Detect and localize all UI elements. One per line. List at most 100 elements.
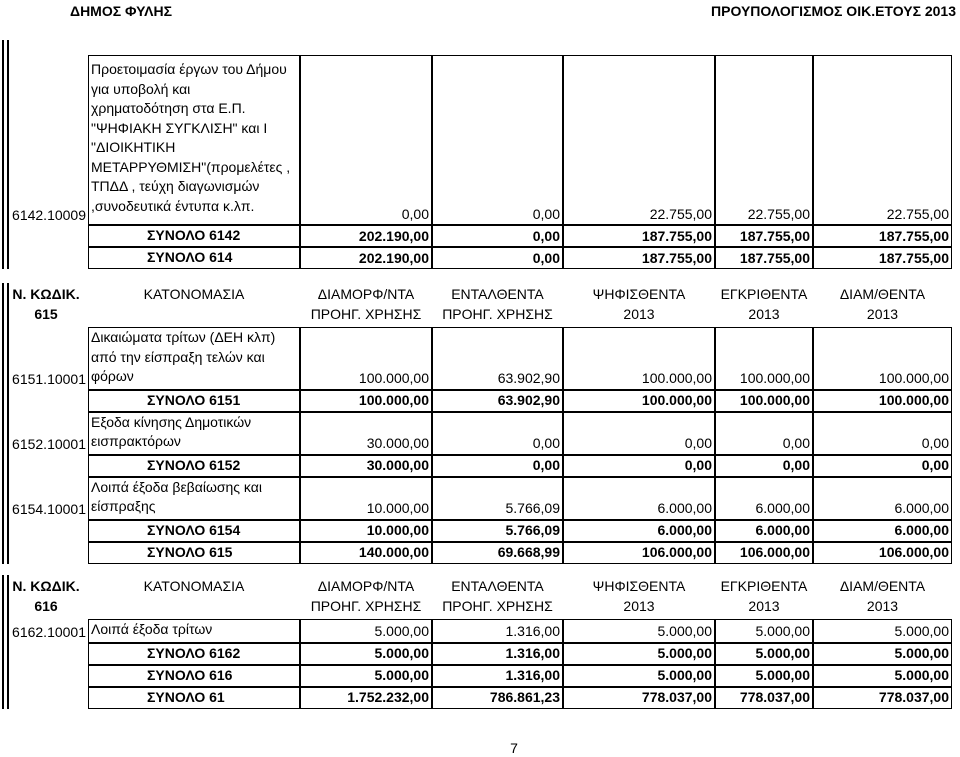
amount: 0,00 (432, 55, 563, 225)
total-amount: 100.000,00 (813, 389, 952, 412)
total-amount: 0,00 (432, 225, 563, 247)
total-amount: 1.316,00 (432, 664, 563, 687)
total-amount: 187.755,00 (715, 225, 813, 247)
column-header: ΚΑΤΟΝΟΜΑΣΙΑ (143, 578, 245, 594)
total-amount: 187.755,00 (813, 225, 952, 247)
page-number: 7 (510, 740, 518, 756)
column-header: 2013 (748, 306, 780, 322)
column-header: ΔΙΑΜΟΡΦ/ΝΤΑ (317, 578, 415, 594)
column-header: 2013 (866, 598, 899, 614)
total-amount: 187.755,00 (813, 247, 952, 269)
total-amount: 0,00 (813, 454, 952, 477)
total-amount: 778.037,00 (813, 686, 952, 709)
column-header: ΠΡΟΗΓ. ΧΡΗΣΗΣ (442, 598, 553, 614)
total-amount: 6.000,00 (563, 519, 715, 542)
column-header: Ν. ΚΩΔΙΚ. (12, 578, 80, 594)
amount: 22.755,00 (813, 55, 952, 225)
column-header: 2013 (623, 306, 655, 322)
item-code: 6154.10001 (12, 501, 86, 517)
total-label: ΣΥΝΟΛΟ 614 (88, 247, 300, 269)
amount: 5.000,00 (563, 619, 715, 643)
total-amount: 187.755,00 (563, 247, 715, 269)
total-amount: 0,00 (432, 247, 563, 269)
total-amount: 5.000,00 (813, 642, 952, 665)
item-code: 6151.10001 (12, 371, 86, 387)
total-amount: 0,00 (563, 454, 715, 477)
column-header: ΠΡΟΗΓ. ΧΡΗΣΗΣ (310, 306, 422, 322)
total-amount: 5.000,00 (563, 642, 715, 665)
total-label: ΣΥΝΟΛΟ 6154 (88, 519, 300, 542)
municipality: ΔΗΜΟΣ ΦΥΛΗΣ (70, 3, 173, 19)
total-amount: 106.000,00 (563, 541, 715, 564)
total-amount: 5.000,00 (813, 664, 952, 687)
total-amount: 778.037,00 (563, 686, 715, 709)
column-header: ΠΡΟΗΓ. ΧΡΗΣΗΣ (310, 598, 422, 614)
column-header: ΚΑΤΟΝΟΜΑΣΙΑ (143, 286, 245, 302)
total-amount: 786.861,23 (432, 686, 563, 709)
amount: 100.000,00 (563, 327, 715, 390)
column-header: ΨΗΦΙΣΘΕΝΤΑ (592, 578, 686, 594)
total-label: ΣΥΝΟΛΟ 615 (88, 541, 300, 564)
total-amount: 100.000,00 (715, 389, 813, 412)
total-amount: 0,00 (715, 454, 813, 477)
amount: 1.316,00 (432, 619, 563, 643)
column-header: 2013 (748, 598, 780, 614)
total-amount: 100.000,00 (300, 389, 432, 412)
item-description: Λοιπά έξοδα βεβαίωσης και είσπραξης (88, 476, 300, 520)
amount: 0,00 (300, 55, 432, 225)
item-code: 6152.10001 (12, 436, 86, 452)
item-description: Λοιπά έξοδα τρίτων (88, 619, 300, 643)
total-label: ΣΥΝΟΛΟ 6151 (88, 389, 300, 412)
column-header: ΕΓΚΡΙΘΕΝΤΑ (720, 578, 808, 594)
amount: 22.755,00 (715, 55, 813, 225)
amount: 5.000,00 (715, 619, 813, 643)
amount: 22.755,00 (563, 55, 715, 225)
total-amount: 63.902,90 (432, 389, 563, 412)
total-label: ΣΥΝΟΛΟ 61 (88, 686, 300, 709)
total-amount: 5.000,00 (300, 664, 432, 687)
total-amount: 106.000,00 (715, 541, 813, 564)
column-header: 615 (34, 306, 58, 322)
column-header: ΕΝΤΑΛΘΕΝΤΑ (451, 286, 544, 302)
total-label: ΣΥΝΟΛΟ 6162 (88, 642, 300, 665)
section-border (2, 40, 9, 269)
column-header: ΔΙΑΜ/ΘΕΝΤΑ (839, 286, 926, 302)
total-amount: 69.668,99 (432, 541, 563, 564)
amount: 63.902,90 (432, 327, 563, 390)
item-code: 6142.10009 (12, 206, 86, 223)
total-amount: 1.752.232,00 (300, 686, 432, 709)
amount: 100.000,00 (715, 327, 813, 390)
column-header: ΠΡΟΗΓ. ΧΡΗΣΗΣ (442, 306, 553, 322)
amount: 10.000,00 (300, 476, 432, 520)
column-header: ΕΓΚΡΙΘΕΝΤΑ (720, 286, 808, 302)
total-amount: 106.000,00 (813, 541, 952, 564)
column-header: 616 (34, 598, 58, 614)
amount: 100.000,00 (300, 327, 432, 390)
total-amount: 5.000,00 (715, 642, 813, 665)
amount: 100.000,00 (813, 327, 952, 390)
total-label: ΣΥΝΟΛΟ 616 (88, 664, 300, 687)
total-amount: 778.037,00 (715, 686, 813, 709)
document-title: ΠΡΟΥΠΟΛΟΓΙΣΜΟΣ ΟΙΚ.ΕΤΟΥΣ 2013 (711, 3, 956, 19)
total-amount: 202.190,00 (300, 247, 432, 269)
amount: 5.000,00 (813, 619, 952, 643)
total-amount: 5.000,00 (715, 664, 813, 687)
amount: 5.766,09 (432, 476, 563, 520)
total-amount: 5.000,00 (563, 664, 715, 687)
section-border (2, 283, 9, 564)
total-label: ΣΥΝΟΛΟ 6152 (88, 454, 300, 477)
total-amount: 100.000,00 (563, 389, 715, 412)
item-description: Εξοδα κίνησης Δημοτικών εισπρακτόρων (88, 411, 300, 455)
amount: 0,00 (715, 411, 813, 455)
column-header: Ν. ΚΩΔΙΚ. (12, 286, 80, 302)
amount: 5.000,00 (300, 619, 432, 643)
total-amount: 140.000,00 (300, 541, 432, 564)
amount: 0,00 (813, 411, 952, 455)
column-header: 2013 (623, 598, 655, 614)
column-header: 2013 (866, 306, 899, 322)
column-header: ΨΗΦΙΣΘΕΝΤΑ (592, 286, 686, 302)
column-header: ΔΙΑΜ/ΘΕΝΤΑ (839, 578, 926, 594)
total-amount: 5.000,00 (300, 642, 432, 665)
total-amount: 10.000,00 (300, 519, 432, 542)
